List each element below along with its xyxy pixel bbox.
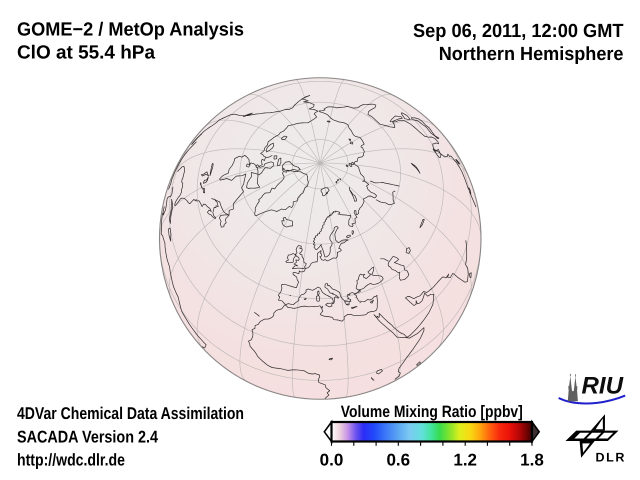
svg-text:http://wdc.dlr.de: http://wdc.dlr.de xyxy=(17,451,125,470)
svg-text:RIU: RIU xyxy=(582,372,624,399)
svg-text:Volume Mixing Ratio [ppbv]: Volume Mixing Ratio [ppbv] xyxy=(341,403,523,421)
svg-text:Sep 06, 2011, 12:00 GMT: Sep 06, 2011, 12:00 GMT xyxy=(413,21,624,42)
svg-text:0.0: 0.0 xyxy=(320,451,344,470)
svg-text:4DVar Chemical Data Assimilati: 4DVar Chemical Data Assimilation xyxy=(17,404,244,423)
svg-text:ClO at 55.4 hPa: ClO at 55.4 hPa xyxy=(17,43,155,64)
svg-text:DLR: DLR xyxy=(596,451,627,465)
svg-text:SACADA Version 2.4: SACADA Version 2.4 xyxy=(17,428,158,447)
svg-text:Northern Hemisphere: Northern Hemisphere xyxy=(439,44,624,65)
svg-text:1.8: 1.8 xyxy=(520,451,544,470)
svg-text:0.6: 0.6 xyxy=(386,451,410,470)
svg-text:1.2: 1.2 xyxy=(453,451,477,470)
svg-text:GOME−2 / MetOp Analysis: GOME−2 / MetOp Analysis xyxy=(17,20,244,41)
